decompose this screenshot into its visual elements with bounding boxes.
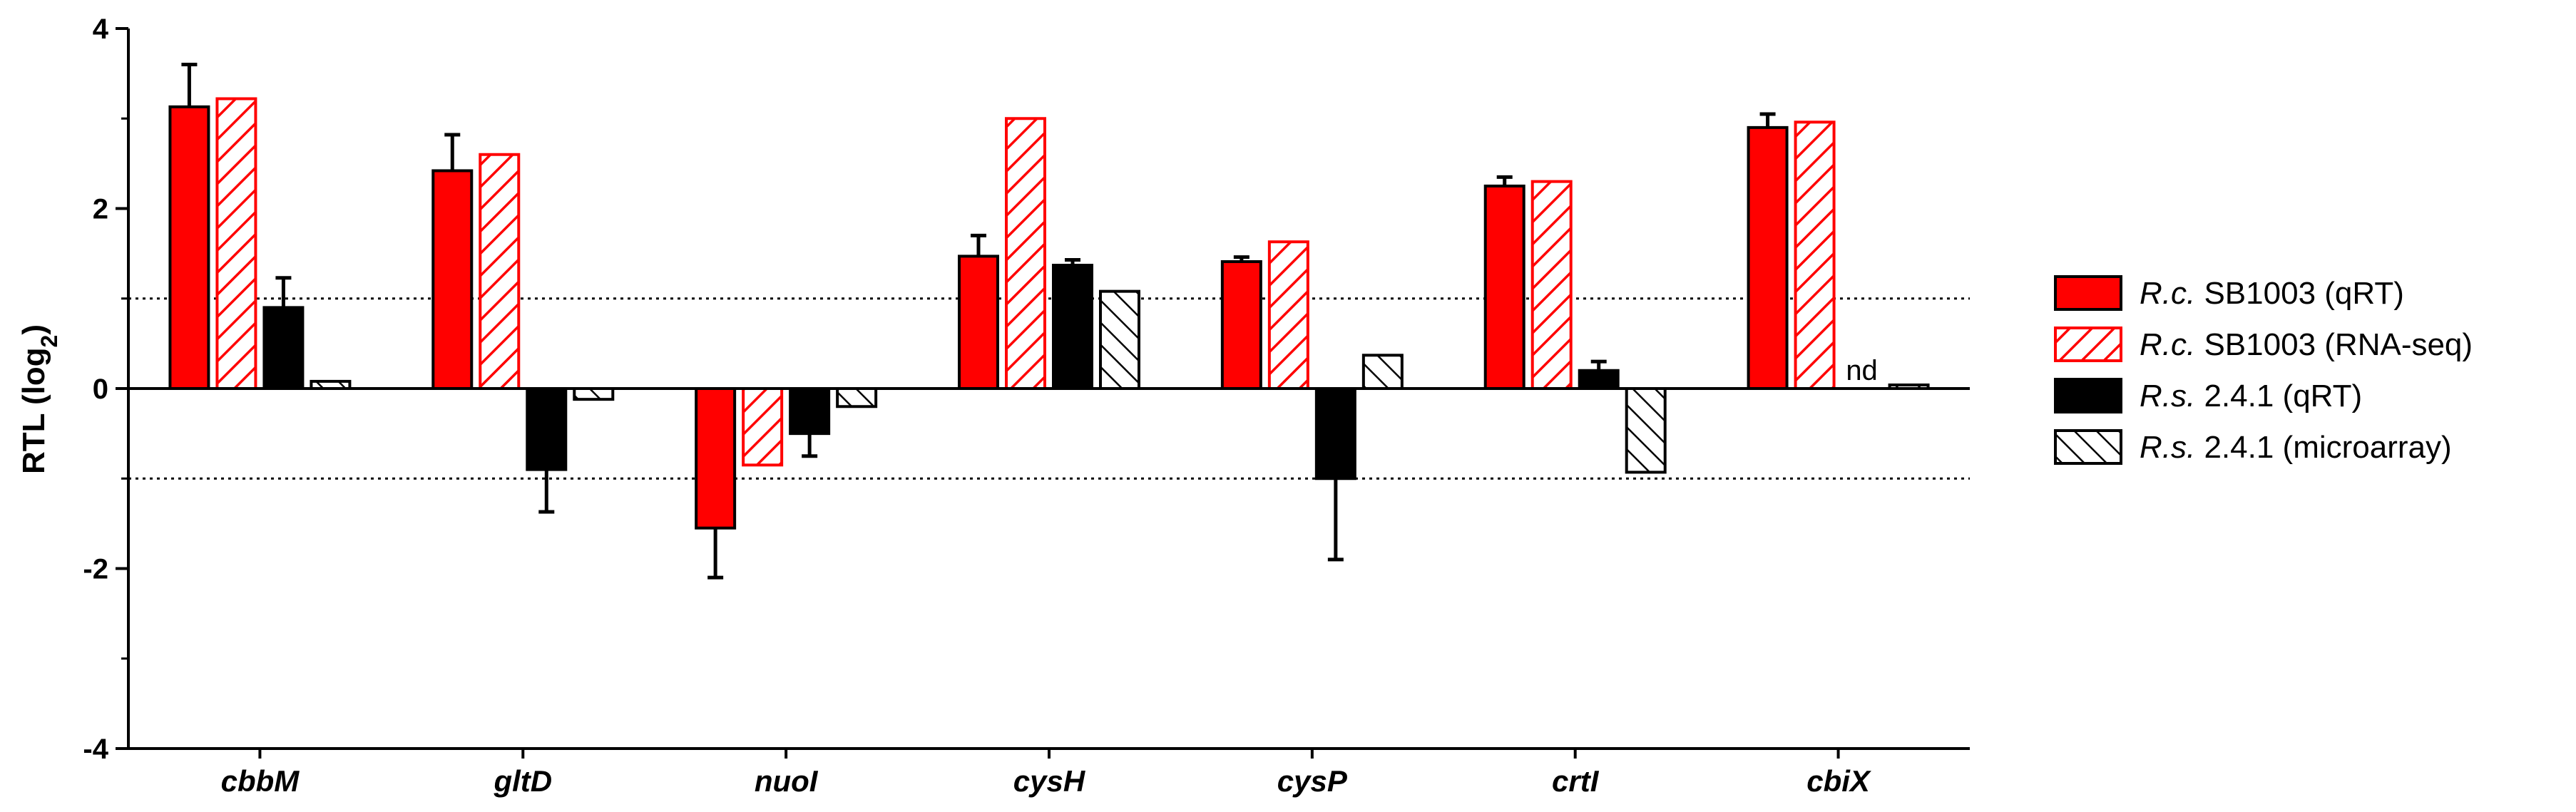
bar-crtI-series-4 [1625,387,1667,474]
bar-nuoI-series-2 [742,387,784,467]
axes: cbbM gltD nuoI cysH cysP crtI cbiX -4 -2 0 2 4 [83,14,1970,798]
legend-label-4: R.s. 2.4.1 (microarray) [2140,430,2452,465]
bar-cysH-series-2 [1005,117,1046,390]
bar-crtI-series-3 [1578,369,1620,390]
legend-label-rest-3: 2.4.1 (qRT) [2195,379,2362,413]
bar-crtI-series-1 [1483,184,1525,390]
legend-swatch-2 [2054,327,2122,362]
y-tick-label--4: -4 [83,734,108,765]
x-tick-label-cysH: cysH [1013,764,1086,798]
bar-cysH-series-3 [1052,264,1093,390]
bar-cbiX-series-2 [1794,120,1836,391]
y-axis-title-subscript: 2 [36,335,62,348]
legend-label-italic-1: R.c. [2140,276,2195,311]
legend-swatch-3 [2054,378,2122,413]
y-tick-label-2: 2 [93,194,108,225]
x-tick-label-nuoI: nuoI [755,764,819,798]
bar-gltD-series-1 [431,169,474,390]
y-tick-label-4: 4 [93,14,109,45]
legend-label-italic-4: R.s. [2140,430,2195,465]
y-axis-title: RTL (log2) [16,324,62,474]
bar-gltD-series-3 [526,387,568,471]
bar-nuoI-series-3 [789,387,831,436]
x-tick-label-cbiX: cbiX [1806,764,1872,798]
x-tick-label-crtI: crtI [1552,764,1600,798]
bars-layer: nd [168,63,1930,580]
bar-nuoI-series-1 [695,387,737,530]
bar-cbbM-series-1 [168,105,210,390]
annotation-nd-cbiX: nd [1846,355,1878,386]
legend-label-italic-2: R.c. [2140,327,2195,362]
bar-cysH-series-4 [1099,289,1140,390]
x-tick-label-cbbM: cbbM [221,764,300,798]
x-tick-label-gltD: gltD [493,764,552,798]
legend-label-3: R.s. 2.4.1 (qRT) [2140,379,2362,413]
bar-cysH-series-1 [958,255,999,390]
legend: R.c. SB1003 (qRT)R.c. SB1003 (RNA-seq)R.… [2054,275,2473,465]
y-tick-label--2: -2 [83,554,108,585]
legend-swatch-4 [2054,429,2122,465]
legend-label-1: R.c. SB1003 (qRT) [2140,276,2404,311]
y-tick-label-0: 0 [93,374,108,405]
bar-crtI-series-2 [1530,180,1573,390]
bar-cysP-series-1 [1220,259,1262,390]
legend-label-rest-4: 2.4.1 (microarray) [2195,430,2451,465]
bar-cysP-series-4 [1361,354,1404,391]
bar-cysP-series-3 [1314,387,1356,480]
bar-cysP-series-2 [1267,240,1309,390]
legend-swatch-1 [2054,275,2122,311]
bar-gltD-series-4 [573,387,615,401]
bar-cbbM-series-2 [215,97,257,390]
legend-label-italic-3: R.s. [2140,379,2195,413]
bar-cbiX-series-1 [1747,125,1789,390]
legend-label-rest-2: SB1003 (RNA-seq) [2195,327,2473,362]
legend-label-2: R.c. SB1003 (RNA-seq) [2140,327,2473,362]
bar-gltD-series-2 [479,153,521,390]
bar-cbbM-series-3 [262,306,305,390]
legend-label-rest-1: SB1003 (qRT) [2195,276,2404,311]
bar-nuoI-series-4 [836,387,878,408]
x-tick-label-cysP: cysP [1277,764,1348,798]
